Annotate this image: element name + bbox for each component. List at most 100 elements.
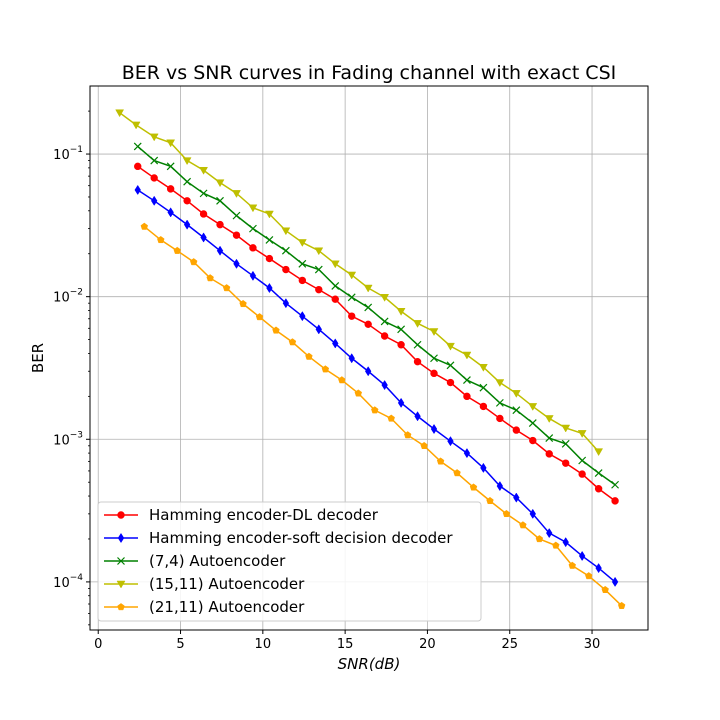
data-point [183,197,191,205]
y-tick-label: 10−2 [53,288,83,306]
legend-marker [117,557,125,565]
data-point [436,457,445,465]
x-tick-label: 25 [501,637,518,652]
data-point [331,281,340,290]
series-21-11-autoencoder [140,222,626,609]
data-point [479,402,488,411]
x-tick-label: 5 [176,637,184,652]
data-point [150,174,158,182]
data-point [414,411,421,422]
data-point [469,483,478,491]
legend: Hamming encoder-DL decoder Hamming encode… [97,501,482,622]
data-point [413,340,422,349]
series-line [137,189,616,583]
data-point [387,414,395,422]
data-point [199,189,208,198]
data-point [413,320,422,328]
data-point [512,406,521,415]
data-point [594,448,604,457]
data-point [617,601,626,609]
data-point [528,419,537,427]
data-point [545,450,553,458]
data-point [611,480,620,489]
data-point [199,166,209,175]
data-point [403,431,412,439]
data-point [167,207,174,218]
data-point [585,572,593,580]
data-point [397,397,405,408]
y-tick-label: 10−3 [53,430,83,448]
data-point [561,459,570,467]
data-point [447,436,454,447]
data-point [183,219,191,230]
data-point [578,470,586,478]
data-point [298,276,307,285]
data-point [595,563,602,574]
data-point [479,383,488,392]
data-point [331,295,339,303]
data-point [420,441,428,449]
data-point [233,258,240,269]
data-point [354,389,363,397]
data-point [611,576,619,587]
data-point [282,298,290,309]
data-point [200,232,207,243]
data-point [529,508,536,519]
data-point [299,311,306,322]
y-tick-label: 10−1 [53,145,83,163]
data-point [396,308,406,316]
x-tick-label: 10 [255,637,272,652]
x-tick-label: 30 [584,637,601,652]
data-point [150,156,159,165]
data-point [348,353,355,364]
data-point [463,448,471,459]
data-point [216,196,224,205]
data-point [157,236,165,244]
data-point [281,227,291,236]
data-point [281,246,290,255]
data-point [215,179,225,188]
data-point [222,284,231,292]
data-point [545,434,554,442]
x-tick-label: 15 [337,637,354,652]
data-point [380,332,389,340]
data-point [535,535,544,543]
data-point [495,379,505,388]
data-point [298,259,307,268]
data-point [140,222,149,230]
chart-title: BER vs SNR curves in Fading channel with… [122,62,617,84]
data-point [182,157,192,166]
data-point [265,235,274,244]
data-point [216,245,224,256]
data-point [232,231,241,239]
legend-label: (7,4) Autoencoder [149,552,286,570]
data-point [321,365,330,373]
legend-marker [117,603,125,611]
data-point [314,247,324,256]
data-point [265,254,274,263]
plot-frame [89,85,649,631]
data-point [166,185,175,193]
data-point [594,469,603,477]
data-point [446,342,455,351]
data-point [288,338,297,346]
data-point [594,485,603,493]
data-point [397,341,405,349]
data-point [166,162,175,171]
data-point [347,271,357,280]
data-point [552,541,560,549]
series-15-11-autoencoder [115,109,604,457]
data-point [578,550,586,562]
data-point [199,210,208,218]
data-point [429,328,439,336]
data-point [189,258,198,266]
data-point [272,326,280,334]
legend-label: (15,11) Autoencoder [149,575,305,593]
data-point [297,239,307,247]
data-point [249,224,257,233]
data-point [380,294,390,302]
data-point [463,376,471,385]
data-point [611,497,619,505]
data-point [248,204,258,213]
